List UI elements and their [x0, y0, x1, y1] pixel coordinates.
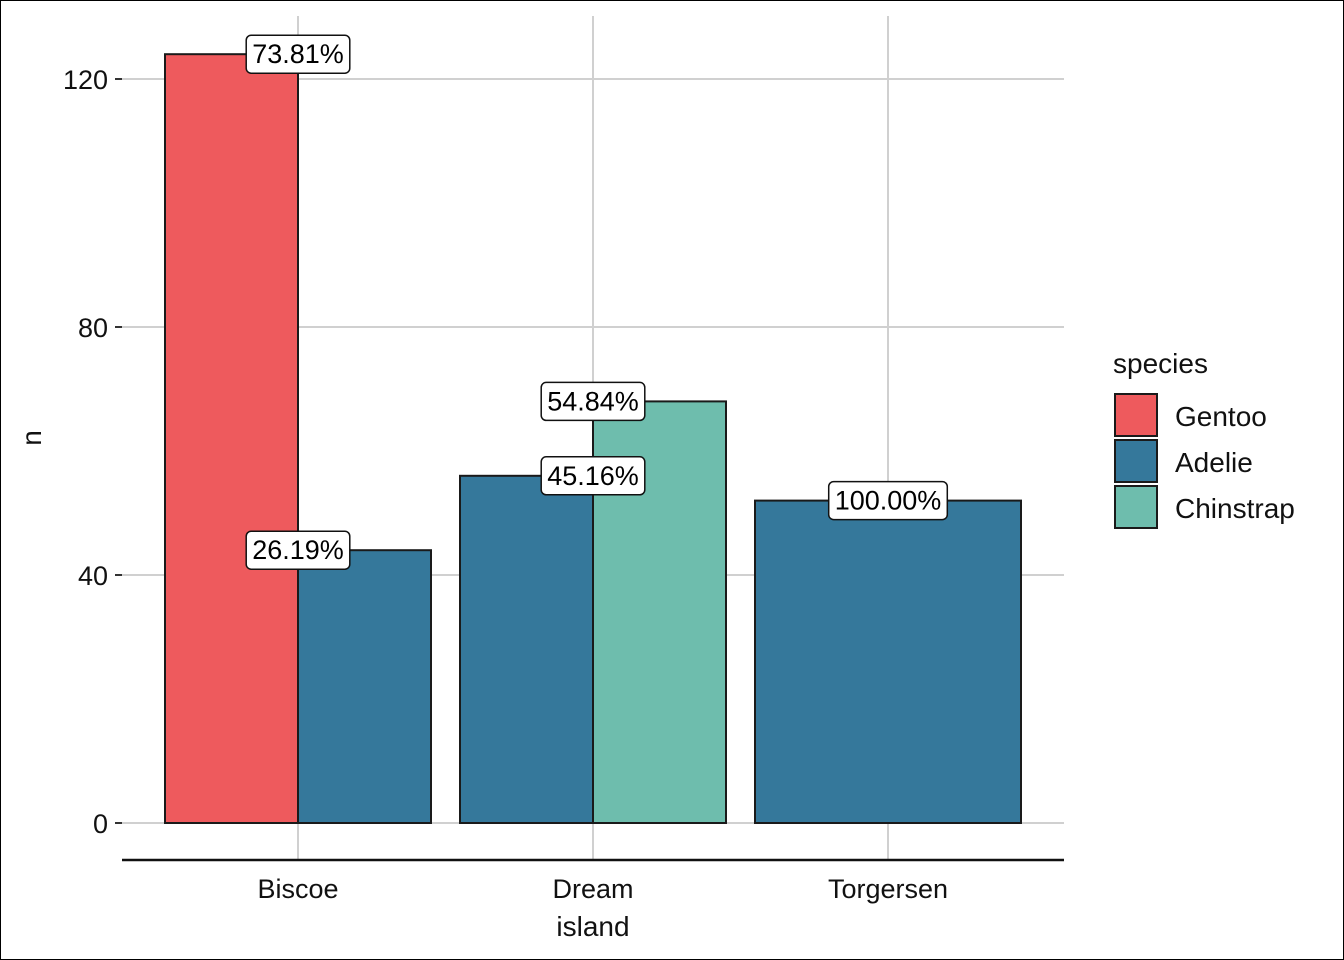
data-label-box — [827, 480, 949, 521]
legend-swatch-adelie — [1114, 439, 1158, 483]
y-tick-label: 120 — [63, 65, 108, 95]
x-axis-title: island — [556, 911, 629, 942]
bar-torgersen-adelie — [754, 499, 1022, 824]
legend: species Gentoo Adelie Chinstrap — [1113, 348, 1295, 529]
data-label-box — [245, 530, 351, 570]
data-label-box — [245, 34, 351, 74]
data-label: 73.81% — [245, 34, 351, 74]
data-label-box — [540, 456, 646, 496]
data-label: 100.00% — [827, 480, 949, 521]
data-label-text: 45.16% — [547, 461, 639, 491]
data-labels-layer: 73.81% 26.19% 45.16% 54.84% 100.00% — [245, 34, 949, 570]
axes-layer: 0 40 80 120 Biscoe Dream Torgersen — [63, 65, 1064, 904]
data-label-box — [540, 381, 646, 422]
legend-label-adelie: Adelie — [1175, 447, 1253, 478]
data-label-text: 100.00% — [835, 486, 942, 516]
data-label-text: 73.81% — [252, 39, 344, 69]
bar-dream-adelie — [459, 474, 594, 824]
y-tick-label: 80 — [78, 313, 108, 343]
bar-biscoe-adelie — [297, 549, 432, 824]
legend-title: species — [1113, 348, 1208, 379]
legend-swatch-gentoo — [1114, 393, 1158, 437]
x-tick-label: Dream — [552, 874, 633, 904]
data-label-text: 54.84% — [547, 386, 639, 416]
y-tick-label: 40 — [78, 561, 108, 591]
bar-biscoe-gentoo — [164, 53, 299, 824]
legend-label-chinstrap: Chinstrap — [1175, 493, 1295, 524]
data-label: 26.19% — [245, 530, 351, 570]
x-tick-label: Torgersen — [828, 874, 948, 904]
x-tick-label: Biscoe — [257, 874, 338, 904]
legend-swatch-chinstrap — [1114, 485, 1158, 529]
data-label-text: 26.19% — [252, 535, 344, 565]
data-label: 54.84% — [540, 381, 646, 422]
data-label: 45.16% — [540, 456, 646, 496]
legend-label-gentoo: Gentoo — [1175, 401, 1267, 432]
y-tick-label: 0 — [93, 809, 108, 839]
y-axis-title: n — [16, 430, 47, 446]
